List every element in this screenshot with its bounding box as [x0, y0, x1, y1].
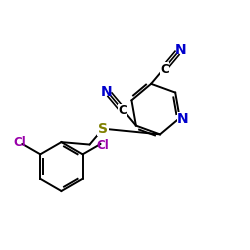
Text: S: S	[98, 122, 108, 136]
Text: Cl: Cl	[97, 139, 110, 152]
Text: C: C	[118, 104, 127, 118]
Text: N: N	[175, 43, 186, 57]
Text: N: N	[177, 112, 188, 126]
Text: N: N	[101, 85, 112, 99]
Text: C: C	[160, 63, 169, 76]
Text: Cl: Cl	[14, 136, 26, 149]
